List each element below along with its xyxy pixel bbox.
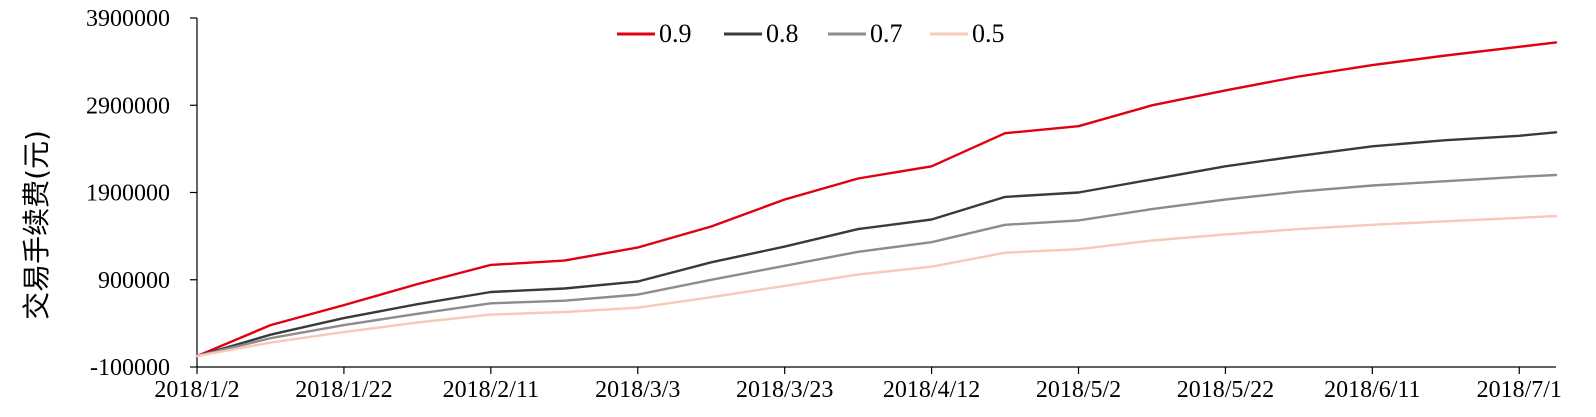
y-axis-title: 交易手续费(元) (20, 130, 53, 320)
y-tick-label: 900000 (98, 268, 170, 294)
x-tick-label: 2018/1/2 (154, 377, 239, 403)
y-tick-label: 1900000 (86, 181, 170, 207)
series-line-0-7 (195, 173, 1558, 358)
x-tick-label: 2018/4/12 (883, 377, 980, 403)
series-line-0-9 (195, 41, 1558, 358)
y-tick-label: 2900000 (86, 93, 170, 119)
x-tick-label: 2018/7/1 (1477, 377, 1562, 403)
series-line-0-5 (195, 214, 1558, 358)
x-tick-label: 2018/5/2 (1036, 377, 1121, 403)
x-tick-label: 2018/2/11 (443, 377, 539, 403)
legend: 0.9 0.8 0.7 0.5 (617, 19, 1005, 48)
legend-label: 0.8 (766, 19, 799, 48)
x-tick-label: 2018/3/3 (595, 377, 680, 403)
x-tick-label: 2018/1/22 (295, 377, 392, 403)
y-ticks: -100000 900000 1900000 2900000 3900000 (86, 6, 197, 381)
x-tick-label: 2018/6/11 (1324, 377, 1420, 403)
x-tick-label: 2018/5/22 (1177, 377, 1274, 403)
x-ticks: 2018/1/2 2018/1/22 2018/2/11 2018/3/3 2018/3… (154, 367, 1562, 403)
legend-label: 0.9 (659, 19, 692, 48)
y-tick-label: 3900000 (86, 6, 170, 32)
legend-label: 0.5 (972, 19, 1005, 48)
axes (196, 18, 1556, 368)
series-lines (195, 41, 1558, 358)
y-tick-label: -100000 (90, 355, 170, 381)
x-tick-label: 2018/3/23 (736, 377, 833, 403)
legend-label: 0.7 (870, 19, 903, 48)
series-line-0-8 (195, 131, 1558, 358)
